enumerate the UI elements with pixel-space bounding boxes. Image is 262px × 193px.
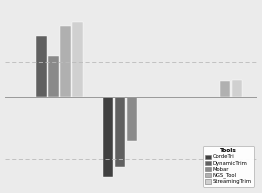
Bar bbox=[115, 96, 125, 167]
Bar bbox=[127, 96, 137, 141]
Bar bbox=[220, 81, 230, 96]
Bar bbox=[48, 56, 59, 96]
Bar bbox=[36, 36, 47, 96]
Legend: CordeTri, DynamicTrim, Mobar, NGS_Tool, StreamingTrim: CordeTri, DynamicTrim, Mobar, NGS_Tool, … bbox=[203, 146, 254, 186]
Bar bbox=[60, 26, 71, 96]
Bar bbox=[72, 22, 83, 96]
Bar bbox=[232, 80, 242, 96]
Bar bbox=[103, 96, 113, 177]
